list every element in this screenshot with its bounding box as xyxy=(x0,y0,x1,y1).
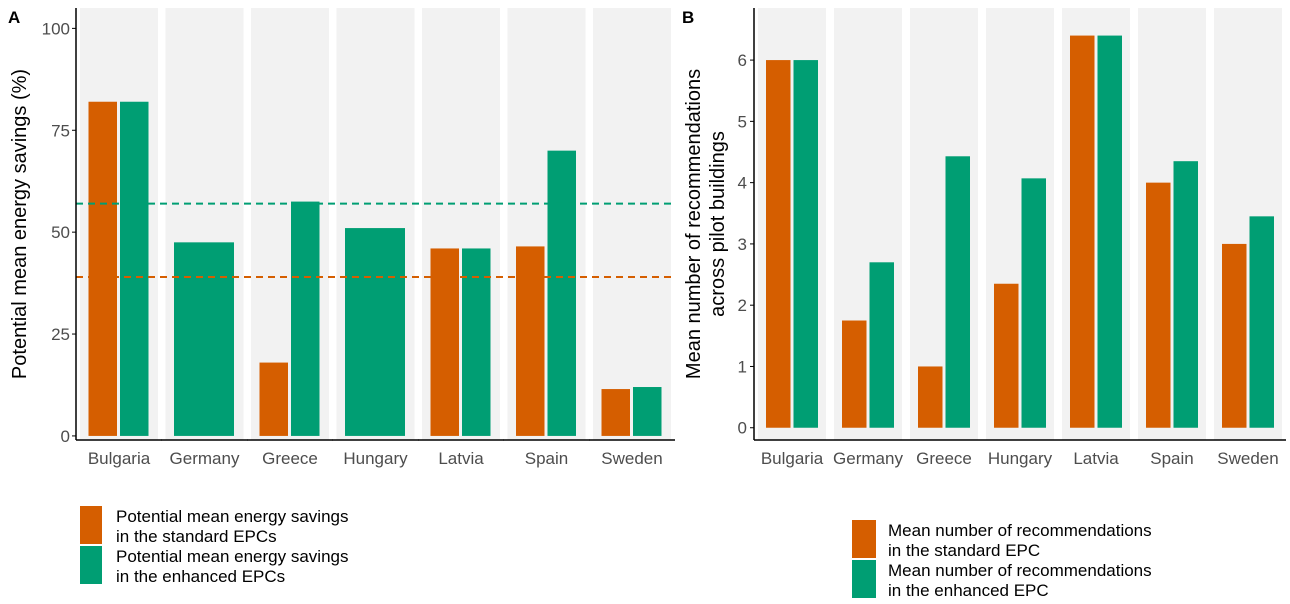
bar-enhanced-germany xyxy=(869,262,894,428)
x-tick-label-germany: Germany xyxy=(833,449,903,468)
x-tick-label-latvia: Latvia xyxy=(438,449,484,468)
x-tick-label-greece: Greece xyxy=(916,449,972,468)
bar-standard-greece xyxy=(259,362,288,436)
bar-enhanced-sweden xyxy=(1249,216,1274,428)
bar-enhanced-hungary xyxy=(345,228,405,436)
x-tick-label-bulgaria: Bulgaria xyxy=(761,449,824,468)
bar-enhanced-greece xyxy=(945,156,970,428)
bar-enhanced-bulgaria xyxy=(120,101,149,436)
bar-standard-latvia xyxy=(430,248,459,436)
y-tick-label: 1 xyxy=(738,357,747,376)
x-tick-label-hungary: Hungary xyxy=(988,449,1053,468)
y-axis-title: Mean number of recommendations xyxy=(683,69,705,379)
panel-letter: A xyxy=(8,8,20,27)
bar-standard-bulgaria xyxy=(766,60,791,428)
facet-background xyxy=(593,8,671,440)
legend-swatch-enhanced xyxy=(80,546,102,584)
x-tick-label-germany: Germany xyxy=(170,449,240,468)
x-tick-label-greece: Greece xyxy=(262,449,318,468)
bar-standard-sweden xyxy=(601,389,630,436)
bar-standard-spain xyxy=(1146,182,1171,428)
chart-panel-a: A 0 25 50 75 100 Bulgaria Germany Greece Hungary L… xyxy=(8,8,675,586)
y-tick-label: 4 xyxy=(738,174,747,193)
bar-enhanced-germany xyxy=(174,242,234,436)
bar-standard-greece xyxy=(918,366,943,428)
bar-enhanced-spain xyxy=(547,150,576,436)
bar-enhanced-spain xyxy=(1173,161,1198,428)
legend-swatch-enhanced xyxy=(852,560,876,598)
x-tick-label-spain: Spain xyxy=(525,449,568,468)
x-tick-label-hungary: Hungary xyxy=(343,449,408,468)
y-tick-label: 50 xyxy=(51,223,70,242)
x-tick-label-sweden: Sweden xyxy=(1217,449,1278,468)
bar-standard-sweden xyxy=(1222,243,1247,428)
legend-label-line2: in the standard EPC xyxy=(888,541,1040,560)
bar-enhanced-latvia xyxy=(1097,35,1122,428)
bar-standard-latvia xyxy=(1070,35,1095,428)
legend-label-line2: in the standard EPCs xyxy=(116,527,277,546)
y-tick-label: 5 xyxy=(738,112,747,131)
legend-swatch-standard xyxy=(852,520,876,558)
y-axis-title-line2: across pilot buildings xyxy=(707,131,729,317)
bar-enhanced-sweden xyxy=(633,387,662,436)
x-tick-label-latvia: Latvia xyxy=(1073,449,1119,468)
chart-panel-b: B 0 1 2 3 4 5 6 Bulgaria Germany Greece Hungary Latv… xyxy=(682,8,1286,600)
bar-enhanced-latvia xyxy=(462,248,491,436)
y-tick-label: 6 xyxy=(738,51,747,70)
y-tick-label: 0 xyxy=(61,427,70,446)
bar-standard-hungary xyxy=(994,283,1019,428)
legend-label-line1: Mean number of recommendations xyxy=(888,561,1152,580)
bar-enhanced-bulgaria xyxy=(793,60,818,428)
bar-standard-germany xyxy=(842,320,867,428)
legend-label-line1: Mean number of recommendations xyxy=(888,521,1152,540)
y-tick-label: 2 xyxy=(738,296,747,315)
panel-letter: B xyxy=(682,8,694,27)
y-tick-label: 3 xyxy=(738,235,747,254)
y-tick-label: 75 xyxy=(51,121,70,140)
bar-standard-bulgaria xyxy=(88,101,117,436)
legend-swatch-standard xyxy=(80,506,102,544)
y-axis-title: Potential mean energy savings (%) xyxy=(9,69,31,379)
y-tick-label: 25 xyxy=(51,325,70,344)
x-tick-label-bulgaria: Bulgaria xyxy=(88,449,151,468)
y-tick-label: 100 xyxy=(42,19,70,38)
bar-enhanced-hungary xyxy=(1021,178,1046,428)
x-tick-label-sweden: Sweden xyxy=(601,449,662,468)
legend-label-line2: in the enhanced EPC xyxy=(888,581,1049,600)
x-tick-label-spain: Spain xyxy=(1150,449,1193,468)
legend-label-line2: in the enhanced EPCs xyxy=(116,567,285,586)
legend-label-line1: Potential mean energy savings xyxy=(116,547,348,566)
bar-standard-spain xyxy=(516,246,545,436)
legend-label-line1: Potential mean energy savings xyxy=(116,507,348,526)
y-tick-label: 0 xyxy=(738,419,747,438)
bar-enhanced-greece xyxy=(291,201,320,436)
